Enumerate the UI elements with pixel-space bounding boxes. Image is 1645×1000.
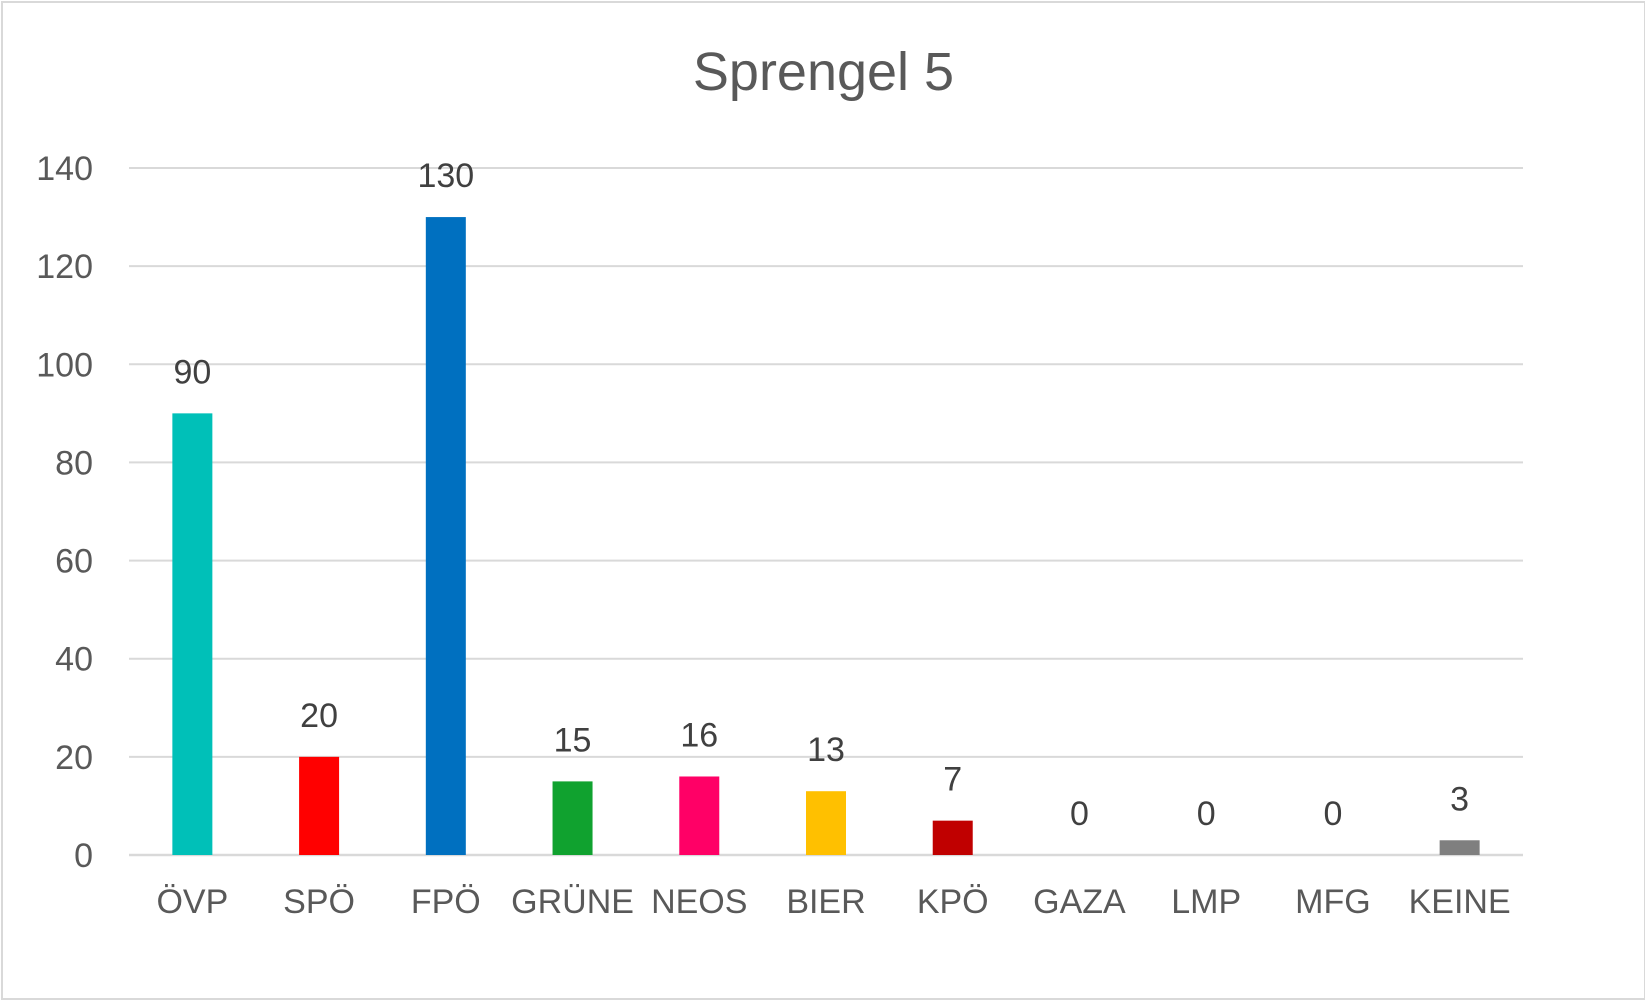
data-label: 16 [680, 716, 718, 754]
x-tick-label: ÖVP [156, 883, 228, 921]
bar-kpö [932, 820, 973, 855]
data-label: 7 [943, 761, 962, 799]
bar-neos [679, 776, 720, 855]
data-label: 13 [807, 731, 845, 769]
y-tick-label: 120 [36, 248, 93, 286]
data-label: 0 [1070, 795, 1089, 833]
x-tick-label: SPÖ [283, 883, 355, 921]
data-label: 3 [1450, 780, 1469, 818]
x-tick-label: GAZA [1033, 883, 1126, 921]
y-tick-label: 140 [36, 150, 93, 188]
y-tick-label: 80 [55, 444, 93, 482]
data-label: 130 [417, 157, 474, 195]
x-tick-label: MFG [1295, 883, 1371, 921]
y-tick-label: 40 [55, 641, 93, 679]
bar-grüne [552, 781, 593, 855]
y-tick-label: 20 [55, 739, 93, 777]
y-tick-label: 60 [55, 543, 93, 581]
bar-keine [1439, 840, 1480, 855]
bar-bier [806, 791, 846, 855]
x-tick-label: KPÖ [917, 883, 989, 921]
bar-fpö [425, 217, 466, 856]
x-tick-label: BIER [786, 883, 865, 921]
x-tick-label: NEOS [651, 883, 747, 921]
x-tick-label: FPÖ [411, 883, 481, 921]
bar-chart: 02040608010012014090ÖVP20SPÖ130FPÖ15GRÜN… [36, 150, 1523, 921]
chart-title: Sprengel 5 [692, 42, 955, 102]
x-tick-label: LMP [1171, 883, 1241, 921]
x-tick-label: KEINE [1409, 883, 1511, 921]
x-tick-label: GRÜNE [511, 883, 634, 921]
data-label: 0 [1197, 795, 1216, 833]
y-tick-label: 100 [36, 346, 93, 384]
bar-spö [299, 756, 340, 855]
data-label: 0 [1323, 795, 1342, 833]
bar-övp [172, 413, 213, 855]
data-label: 20 [300, 697, 338, 735]
data-label: 15 [554, 721, 592, 759]
y-tick-label: 0 [74, 837, 93, 875]
data-label: 90 [173, 353, 211, 391]
